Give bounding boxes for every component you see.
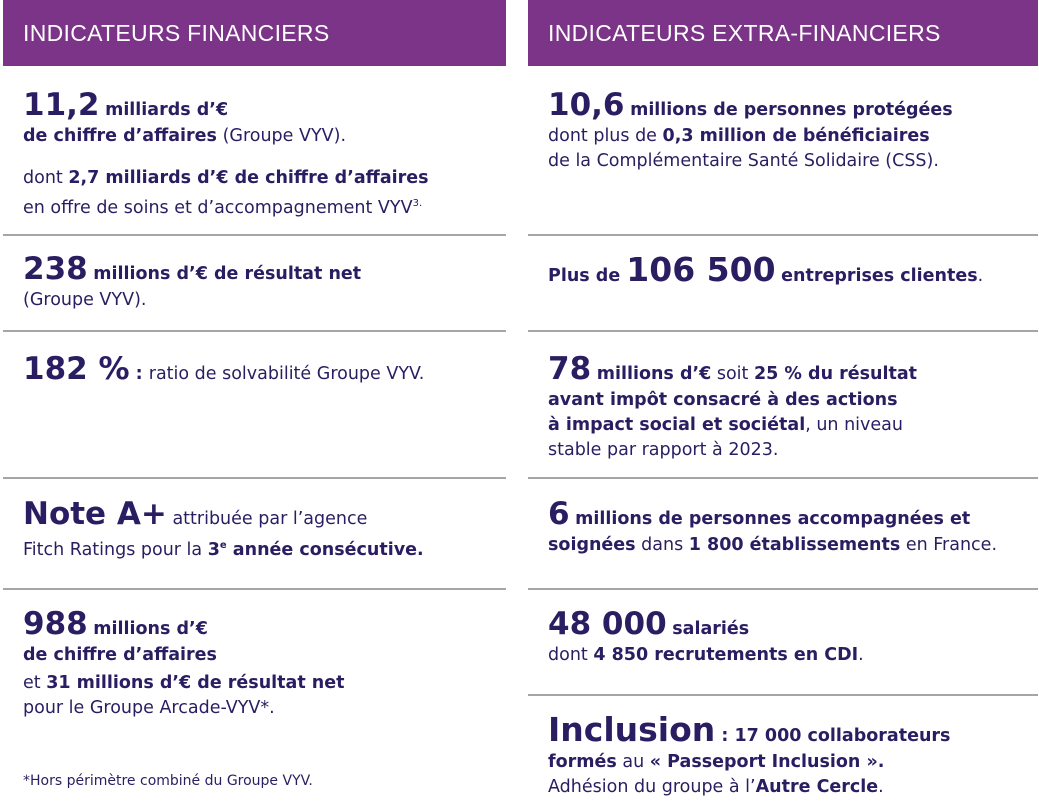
kpi-client-companies: Plus de 106 500 entreprises clientes.: [548, 250, 984, 289]
kpi-value: 11,2: [23, 87, 100, 123]
kpi-value: 988: [23, 606, 88, 642]
kpi-rating: Note A+ attribuée par l’agence Fitch Rat…: [23, 496, 424, 560]
financial-indicators-header: INDICATEURS FINANCIERS: [3, 0, 506, 66]
footnote: *Hors périmètre combiné du Groupe VYV.: [23, 773, 313, 789]
extra-financial-indicators-header: INDICATEURS EXTRA-FINANCIERS: [528, 0, 1038, 66]
divider: [528, 330, 1038, 332]
kpi-people-cared: 6 millions de personnes accompagnées et …: [548, 496, 998, 555]
kpi-arcade-revenue: 988 millions d’€ de chiffre d’affaires e…: [23, 606, 345, 718]
kpi-value: Inclusion: [548, 710, 716, 749]
divider: [528, 694, 1038, 696]
divider: [3, 330, 506, 332]
kpi-value: 106 500: [626, 250, 776, 289]
kpi-value: 238: [23, 251, 88, 287]
kpi-employees: 48 000 salariés dont 4 850 recrutements …: [548, 606, 864, 665]
kpi-revenue-group: 11,2 milliards d’€ de chiffre d’affaires…: [23, 87, 429, 218]
divider: [3, 588, 506, 590]
kpi-value: 48 000: [548, 606, 667, 642]
divider: [3, 234, 506, 236]
kpi-value: 182 %: [23, 351, 130, 387]
kpi-social-impact: 78 millions d’€ soit 25 % du résultat av…: [548, 351, 918, 460]
divider: [528, 234, 1038, 236]
kpi-protected-people: 10,6 millions de personnes protégées don…: [548, 87, 953, 171]
divider: [528, 477, 1038, 479]
financial-indicators-column: INDICATEURS FINANCIERS 11,2 milliards d’…: [3, 0, 506, 789]
divider: [528, 588, 1038, 590]
kpi-value: 78: [548, 351, 592, 387]
kpi-value: Note A+: [23, 496, 167, 532]
kpi-inclusion: Inclusion : 17 000 collaborateurs formés…: [548, 710, 951, 797]
kpi-value: 6: [548, 496, 570, 532]
divider: [3, 477, 506, 479]
kpi-solvency-ratio: 182 % : ratio de solvabilité Groupe VYV.: [23, 351, 425, 387]
kpi-net-result: 238 millions d’€ de résultat net (Groupe…: [23, 251, 362, 310]
kpi-value: 10,6: [548, 87, 625, 123]
extra-financial-indicators-column: INDICATEURS EXTRA-FINANCIERS 10,6 millio…: [528, 0, 1038, 797]
